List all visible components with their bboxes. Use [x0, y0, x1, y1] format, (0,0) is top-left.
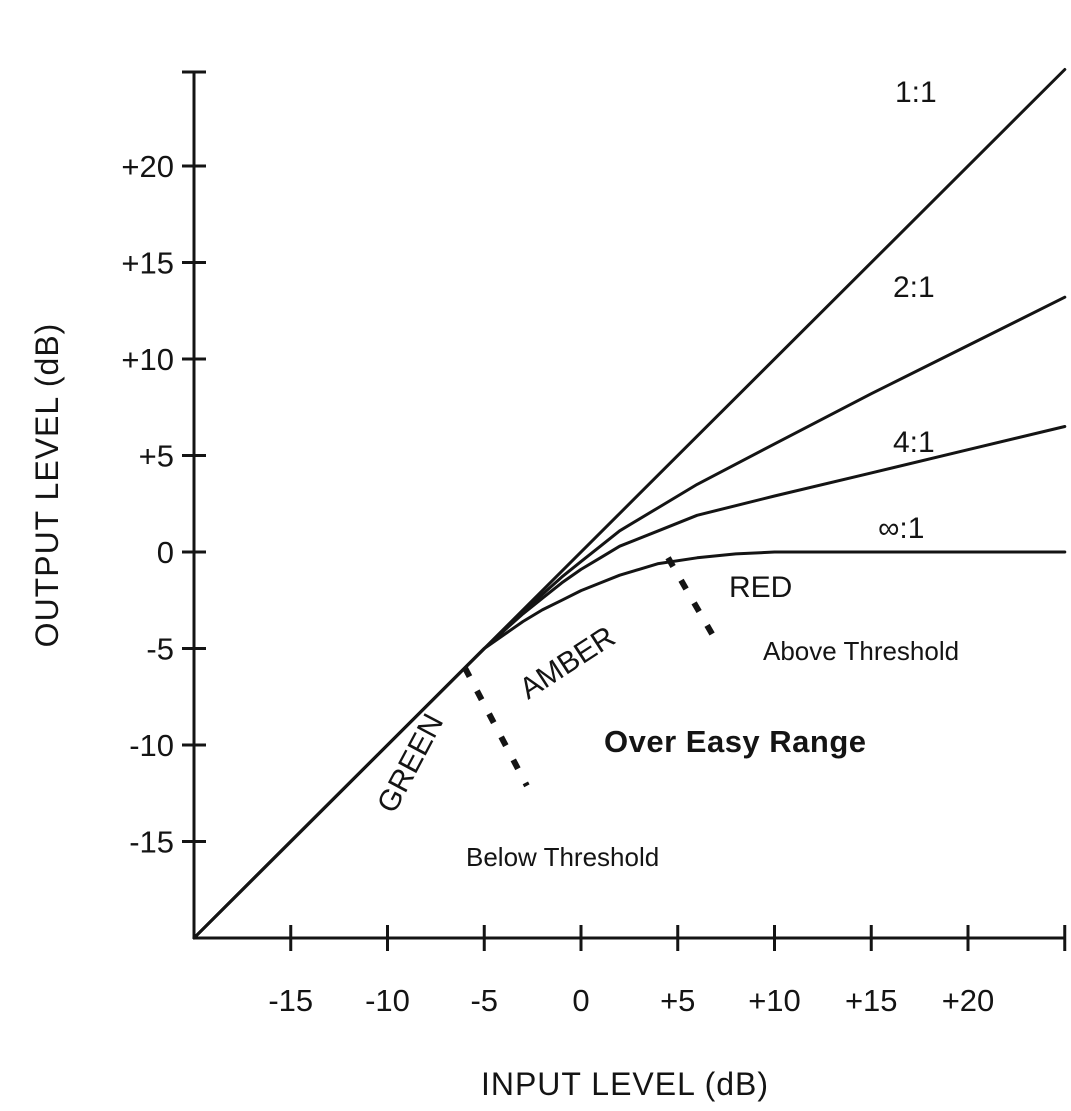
series-label-1-1: 1:1 — [895, 76, 937, 109]
y-tick-label: -10 — [129, 728, 174, 763]
y-tick-label: +10 — [121, 342, 174, 377]
region-label-above-threshold: Above Threshold — [763, 636, 959, 666]
zone-divider-1 — [462, 666, 530, 788]
x-tick-label: +5 — [660, 983, 695, 1018]
y-tick-label: +20 — [121, 149, 174, 184]
y-tick-label: -5 — [146, 632, 174, 667]
region-label-over-easy-range: Over Easy Range — [604, 724, 867, 759]
series-label-inf-1: ∞:1 — [878, 512, 924, 545]
zone-label-green: GREEN — [371, 709, 450, 819]
y-tick-label: 0 — [157, 535, 174, 570]
y-tick-label: +5 — [139, 439, 174, 474]
series-label-2-1: 2:1 — [893, 271, 935, 304]
zone-label-red: RED — [729, 571, 792, 604]
zone-divider-2 — [665, 556, 723, 650]
ticks: -15 -10 -5 0 +5 +10 +15 +20 -15 -10 -5 0 +5 +10 +15 +20 — [121, 149, 994, 1018]
x-tick-label: -10 — [365, 983, 410, 1018]
series-label-4-1: 4:1 — [893, 426, 935, 459]
x-tick-label: +15 — [845, 983, 898, 1018]
x-tick-label: 0 — [572, 983, 589, 1018]
curves — [192, 68, 1067, 940]
y-tick-label: -15 — [129, 825, 174, 860]
x-tick-label: -5 — [470, 983, 498, 1018]
zone-label-amber: AMBER — [514, 620, 621, 706]
axes — [182, 70, 1067, 951]
x-tick-label: +10 — [748, 983, 801, 1018]
x-axis-title: INPUT LEVEL (dB) — [481, 1066, 769, 1102]
x-tick-label: +20 — [942, 983, 995, 1018]
series-line-4 — [192, 550, 1067, 940]
region-label-below-threshold: Below Threshold — [466, 842, 659, 872]
x-tick-label: -15 — [268, 983, 313, 1018]
series-line-3 — [192, 425, 1067, 940]
y-tick-label: +15 — [121, 246, 174, 281]
zone-dividers — [462, 556, 723, 788]
y-axis-title: OUTPUT LEVEL (dB) — [29, 323, 65, 648]
